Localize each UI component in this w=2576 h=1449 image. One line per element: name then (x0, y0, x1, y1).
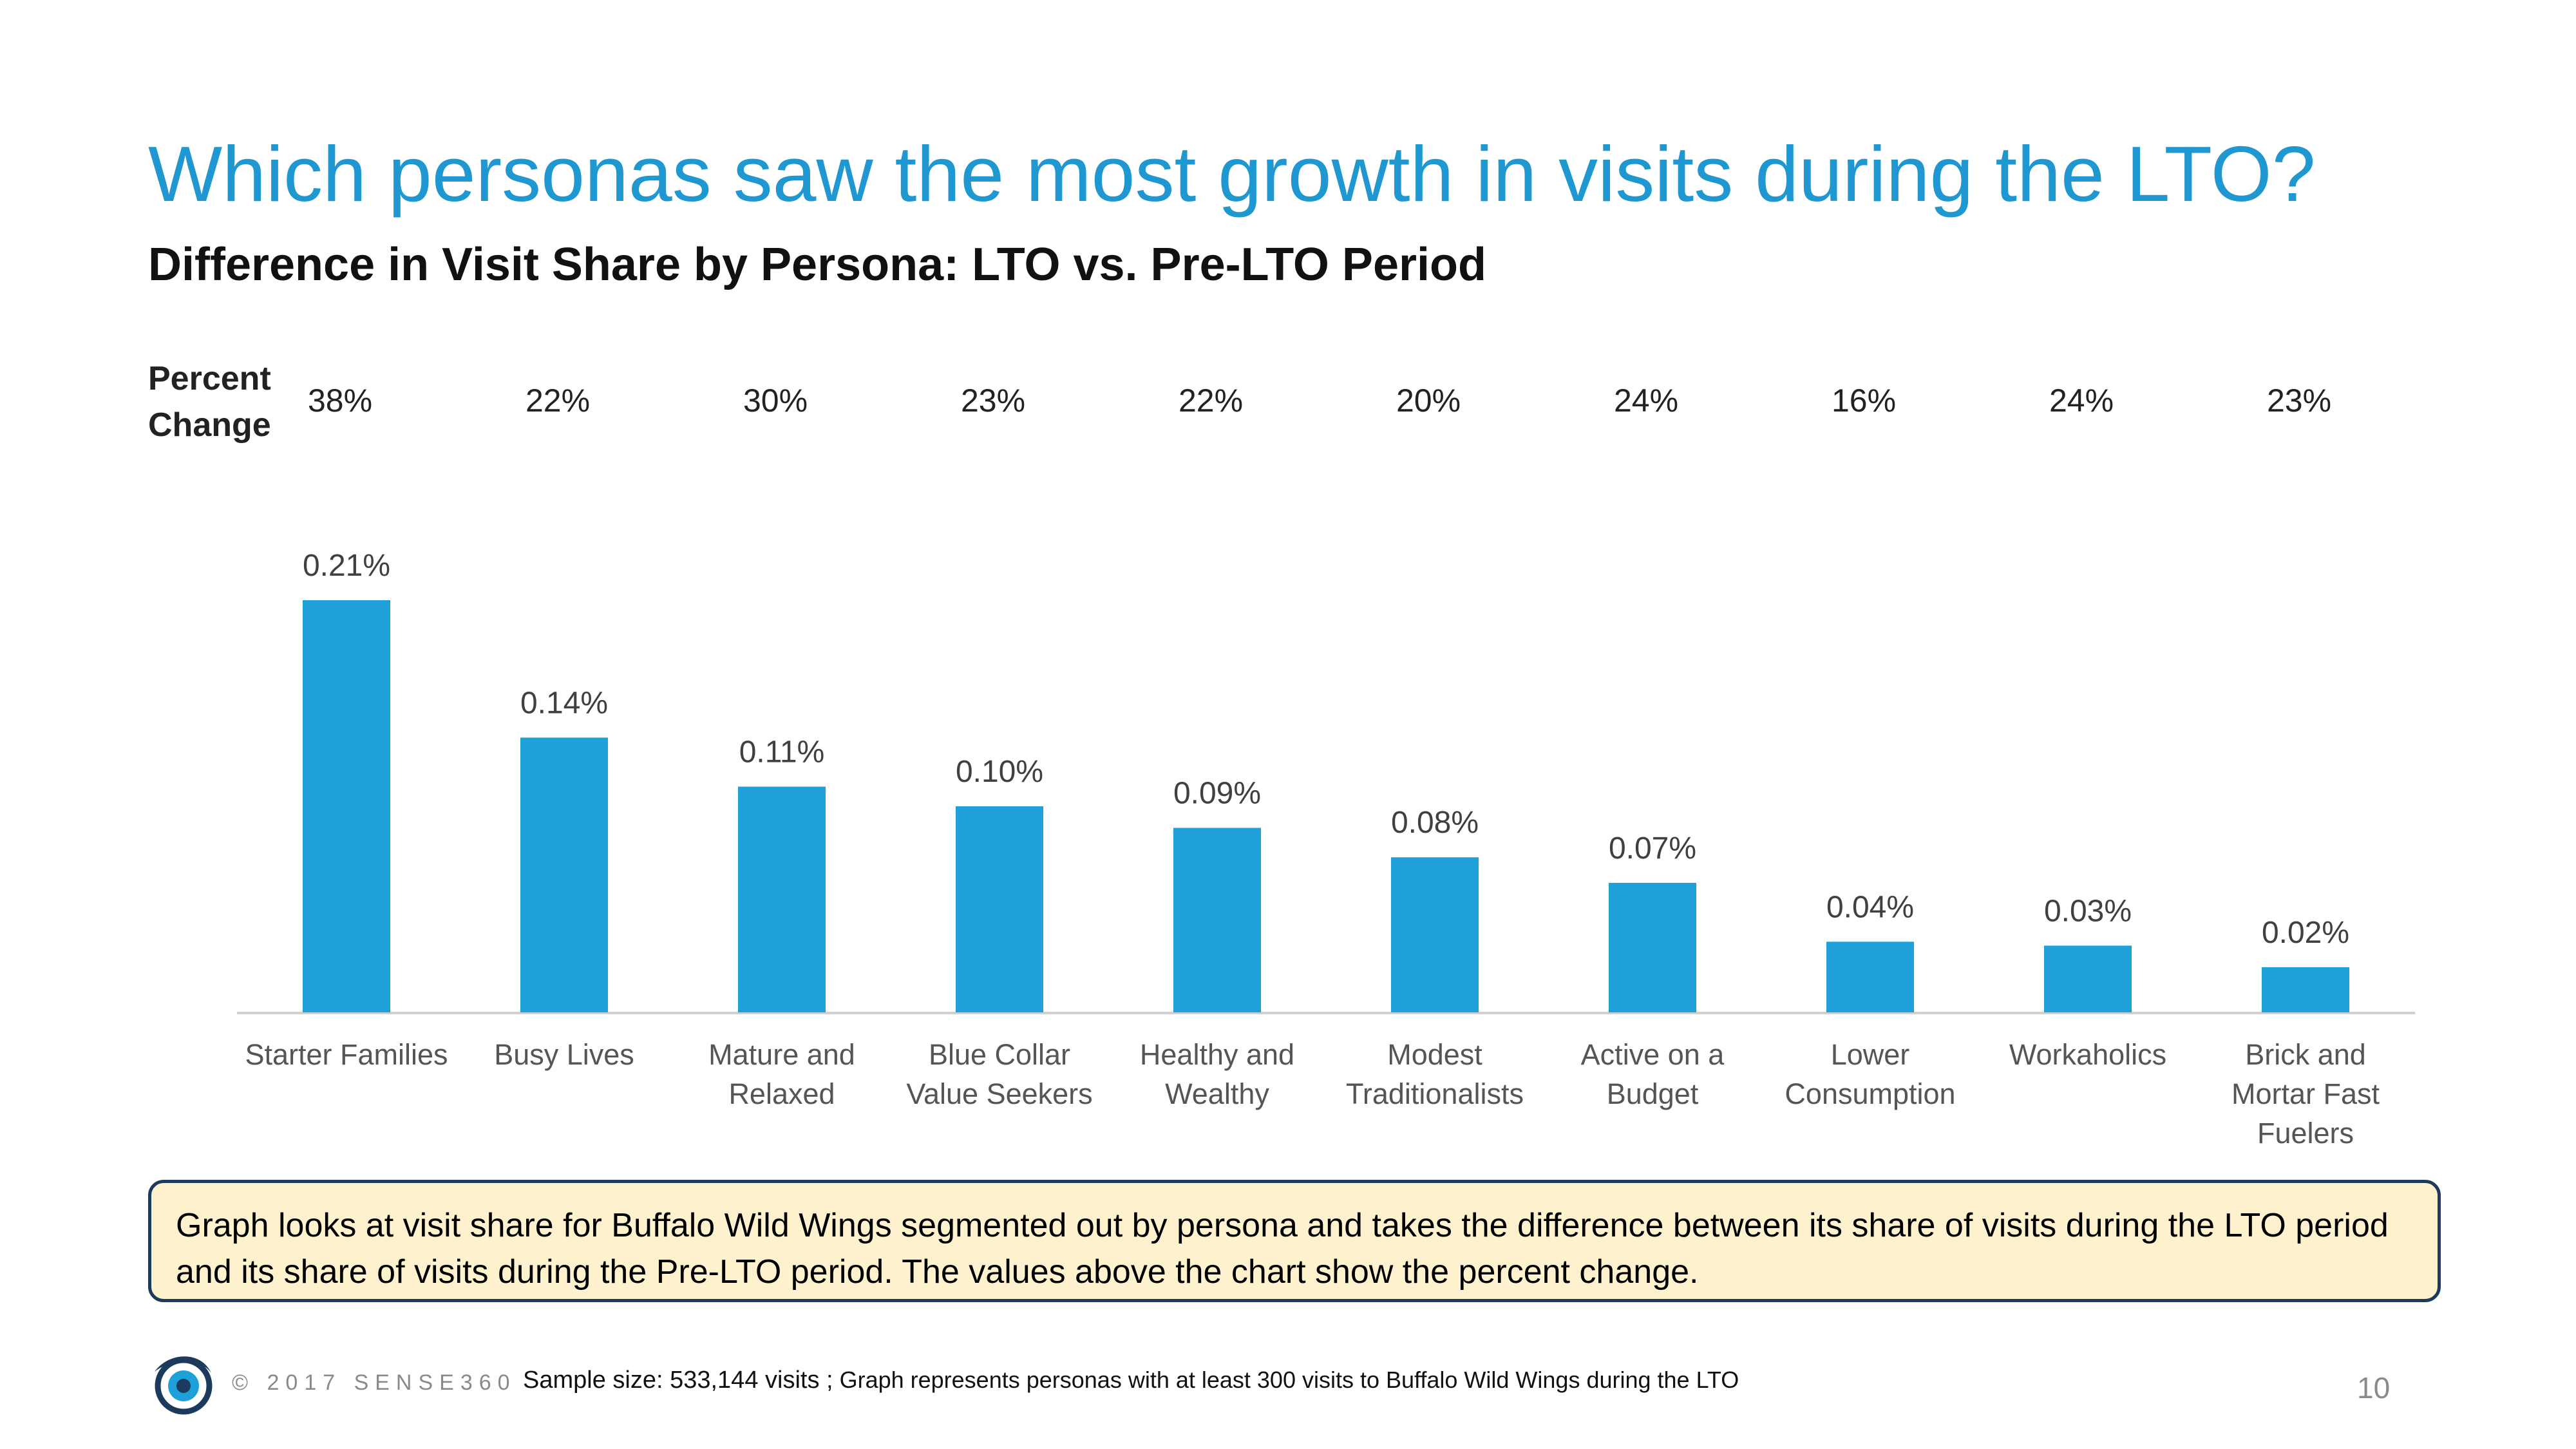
category-label: Starter Families (245, 1038, 448, 1071)
bar-value-label: 0.02% (2262, 916, 2349, 950)
category-label: Brick and (2245, 1038, 2366, 1071)
percent-change-value: 38% (308, 383, 372, 419)
category-label: Modest (1387, 1038, 1482, 1071)
category-label: Lower (1831, 1038, 1910, 1071)
percent-change-label: Percent Change (148, 355, 271, 448)
percent-change-value: 30% (743, 383, 808, 419)
copyright-text: © 2017 SENSE360 (232, 1370, 516, 1395)
category-label: Blue Collar (929, 1038, 1070, 1071)
bar-value-label: 0.04% (1826, 890, 1914, 924)
bar (2262, 967, 2349, 1012)
sample-size: Sample size: 533,144 visits ; (523, 1367, 833, 1394)
page-number: 10 (2357, 1371, 2391, 1405)
sample-size-note: Sample size: 533,144 visits ; Graph repr… (523, 1367, 1739, 1394)
bar-value-label: 0.08% (1391, 806, 1479, 840)
category-label: Active on a (1581, 1038, 1725, 1071)
bar-value-label: 0.14% (520, 686, 608, 720)
bar-value-label: 0.09% (1173, 777, 1261, 811)
bar (1609, 882, 1696, 1012)
bar (1173, 828, 1261, 1012)
bar-value-label: 0.07% (1609, 831, 1696, 866)
category-label: Busy Lives (494, 1038, 634, 1071)
percent-change-value: 23% (961, 383, 1025, 419)
sense360-eye-logo-icon (155, 1356, 213, 1415)
bar (738, 786, 826, 1012)
bar-value-label: 0.10% (956, 755, 1043, 789)
bar-value-label: 0.11% (739, 735, 825, 770)
explanation-callout: Graph looks at visit share for Buffalo W… (148, 1180, 2441, 1302)
percent-change-value: 22% (526, 383, 590, 419)
percent-change-value: 24% (2049, 383, 2114, 419)
bar (520, 737, 608, 1012)
category-label: Workaholics (2009, 1038, 2166, 1071)
bar (2044, 945, 2132, 1012)
bar (1391, 857, 1479, 1012)
category-label: Mortar Fast (2231, 1077, 2380, 1110)
category-label: Fuelers (2257, 1117, 2354, 1150)
percent-change-value: 16% (1832, 383, 1896, 419)
percent-change-label-line1: Percent (148, 360, 271, 397)
category-label: Healthy and (1140, 1038, 1294, 1071)
category-label: Traditionalists (1346, 1077, 1524, 1110)
sample-note: Graph represents personas with at least … (833, 1367, 1739, 1393)
slide-title: Which personas saw the most growth in vi… (148, 130, 2316, 218)
bar (956, 806, 1043, 1012)
bar-chart: 0.21% 38% Starter Families 0.14% 22% Busy Liv… (237, 383, 2415, 1150)
chart-subtitle: Difference in Visit Share by Persona: LT… (148, 239, 1486, 290)
percent-change-value: 23% (2267, 383, 2331, 419)
bar (1826, 942, 1914, 1012)
bar-value-label: 0.03% (2044, 894, 2132, 928)
category-label: Mature and (708, 1038, 855, 1071)
category-label: Value Seekers (906, 1077, 1092, 1110)
percent-change-value: 22% (1179, 383, 1243, 419)
category-label: Consumption (1785, 1077, 1955, 1110)
bar-value-label: 0.21% (303, 549, 390, 583)
category-label: Budget (1607, 1077, 1699, 1110)
category-label: Relaxed (728, 1077, 835, 1110)
category-label: Wealthy (1165, 1077, 1269, 1110)
bar (303, 600, 390, 1012)
percent-change-value: 20% (1396, 383, 1461, 419)
percent-change-label-line2: Change (148, 406, 271, 444)
percent-change-value: 24% (1614, 383, 1678, 419)
